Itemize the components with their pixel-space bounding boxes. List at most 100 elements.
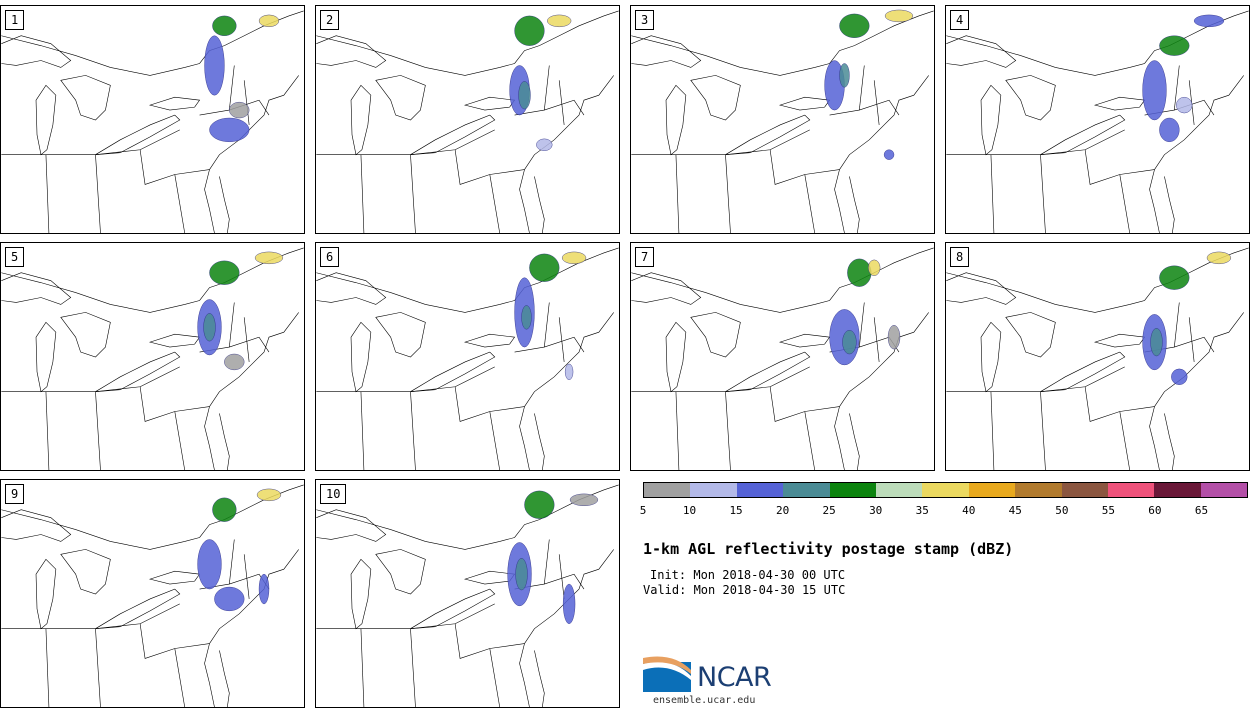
basemap-boundary — [946, 272, 1017, 305]
site-url: ensemble.ucar.edu — [653, 695, 756, 706]
basemap-boundary — [631, 366, 810, 392]
basemap-boundary — [849, 413, 860, 470]
basemap-boundary — [209, 549, 299, 644]
basemap-boundary — [990, 154, 995, 233]
basemap-boundary — [1174, 65, 1180, 111]
basemap-boundary — [375, 75, 426, 121]
basemap-boundary — [1, 10, 304, 76]
reflectivity-area — [868, 259, 881, 276]
basemap-boundary — [316, 129, 495, 155]
basemap-boundary — [95, 588, 181, 629]
colorbar-segment — [1200, 483, 1248, 497]
basemap-boundary — [946, 247, 1249, 313]
reflectivity-area — [229, 101, 250, 119]
basemap-boundary — [524, 312, 614, 407]
basemap-boundary — [410, 588, 496, 629]
reflectivity-area — [224, 353, 245, 371]
basemap-boundary — [665, 84, 687, 156]
basemap-boundary — [316, 10, 619, 76]
basemap-boundary — [980, 84, 1002, 156]
basemap-boundary — [174, 174, 186, 233]
member-panel-3: 3 — [630, 5, 935, 234]
basemap-boundary — [534, 413, 545, 470]
reflectivity-area — [564, 363, 574, 380]
colorbar-segment — [875, 483, 923, 497]
reflectivity-map — [316, 484, 619, 707]
member-label: 8 — [950, 247, 970, 267]
basemap-boundary — [804, 174, 816, 233]
reflectivity-area — [1206, 251, 1232, 265]
basemap-boundary — [243, 317, 250, 362]
basemap-boundary — [229, 302, 235, 348]
member-label: 7 — [635, 247, 655, 267]
basemap-boundary — [1164, 413, 1175, 470]
reflectivity-area — [1142, 60, 1167, 121]
basemap-boundary — [834, 169, 845, 233]
basemap-boundary — [360, 154, 365, 233]
basemap-boundary — [859, 65, 865, 111]
colorbar-tick-label: 15 — [729, 504, 743, 517]
reflectivity-area — [842, 330, 857, 355]
reflectivity-map — [1, 10, 304, 233]
basemap-boundary — [148, 570, 201, 585]
reflectivity-area — [1176, 96, 1193, 114]
member-label: 6 — [320, 247, 340, 267]
basemap-boundary — [1040, 391, 1046, 470]
member-label: 1 — [5, 10, 25, 30]
reflectivity-area — [521, 305, 532, 330]
colorbar-segment — [922, 483, 969, 497]
reflectivity-area — [258, 573, 270, 605]
basemap-boundary — [139, 149, 210, 185]
basemap-boundary — [990, 391, 995, 470]
basemap-boundary — [544, 302, 550, 348]
basemap-boundary — [1, 129, 180, 155]
member-label: 9 — [5, 484, 25, 504]
colorbar-segment — [736, 483, 784, 497]
basemap-boundary — [204, 406, 215, 470]
basemap-boundary — [95, 351, 181, 392]
basemap-boundary — [534, 650, 545, 707]
reflectivity-area — [887, 325, 901, 350]
reflectivity-area — [1171, 368, 1188, 385]
basemap-boundary — [558, 554, 565, 599]
basemap-boundary — [631, 129, 810, 155]
reflectivity-area — [1150, 328, 1163, 357]
basemap-boundary — [1, 35, 72, 68]
reflectivity-area — [847, 258, 872, 287]
reflectivity-area — [209, 117, 250, 143]
basemap-boundary — [1164, 176, 1175, 233]
basemap-boundary — [558, 80, 565, 125]
basemap-boundary — [209, 312, 299, 407]
basemap-boundary — [1154, 75, 1244, 170]
colorbar-tick-label: 55 — [1101, 504, 1115, 517]
basemap-boundary — [350, 84, 372, 156]
colorbar-segment — [1061, 483, 1108, 497]
basemap-boundary — [1, 272, 72, 305]
basemap-boundary — [631, 247, 934, 313]
basemap-boundary — [769, 386, 840, 422]
colorbar-segment — [968, 483, 1016, 497]
reflectivity-area — [1159, 35, 1190, 56]
reflectivity-area — [562, 583, 576, 624]
reflectivity-map — [631, 9, 934, 233]
colorbar-segment — [644, 483, 691, 497]
reflectivity-area — [518, 81, 531, 110]
reflectivity-map — [1, 484, 304, 707]
basemap-boundary — [60, 75, 111, 121]
basemap-boundary — [980, 321, 1002, 393]
basemap-boundary — [375, 312, 426, 358]
basemap-boundary — [1, 366, 180, 392]
basemap-boundary — [148, 333, 201, 348]
basemap-boundary — [316, 272, 387, 305]
colorbar-segment — [783, 483, 830, 497]
basemap-boundary — [534, 176, 545, 233]
basemap-boundary — [316, 35, 387, 68]
member-label: 2 — [320, 10, 340, 30]
basemap-boundary — [229, 539, 235, 585]
basemap-boundary — [60, 312, 111, 358]
basemap-boundary — [375, 549, 426, 595]
basemap-boundary — [769, 149, 840, 185]
colorbar-tick-label: 65 — [1194, 504, 1209, 517]
reflectivity-area — [212, 497, 237, 522]
reflectivity-area — [524, 490, 555, 519]
